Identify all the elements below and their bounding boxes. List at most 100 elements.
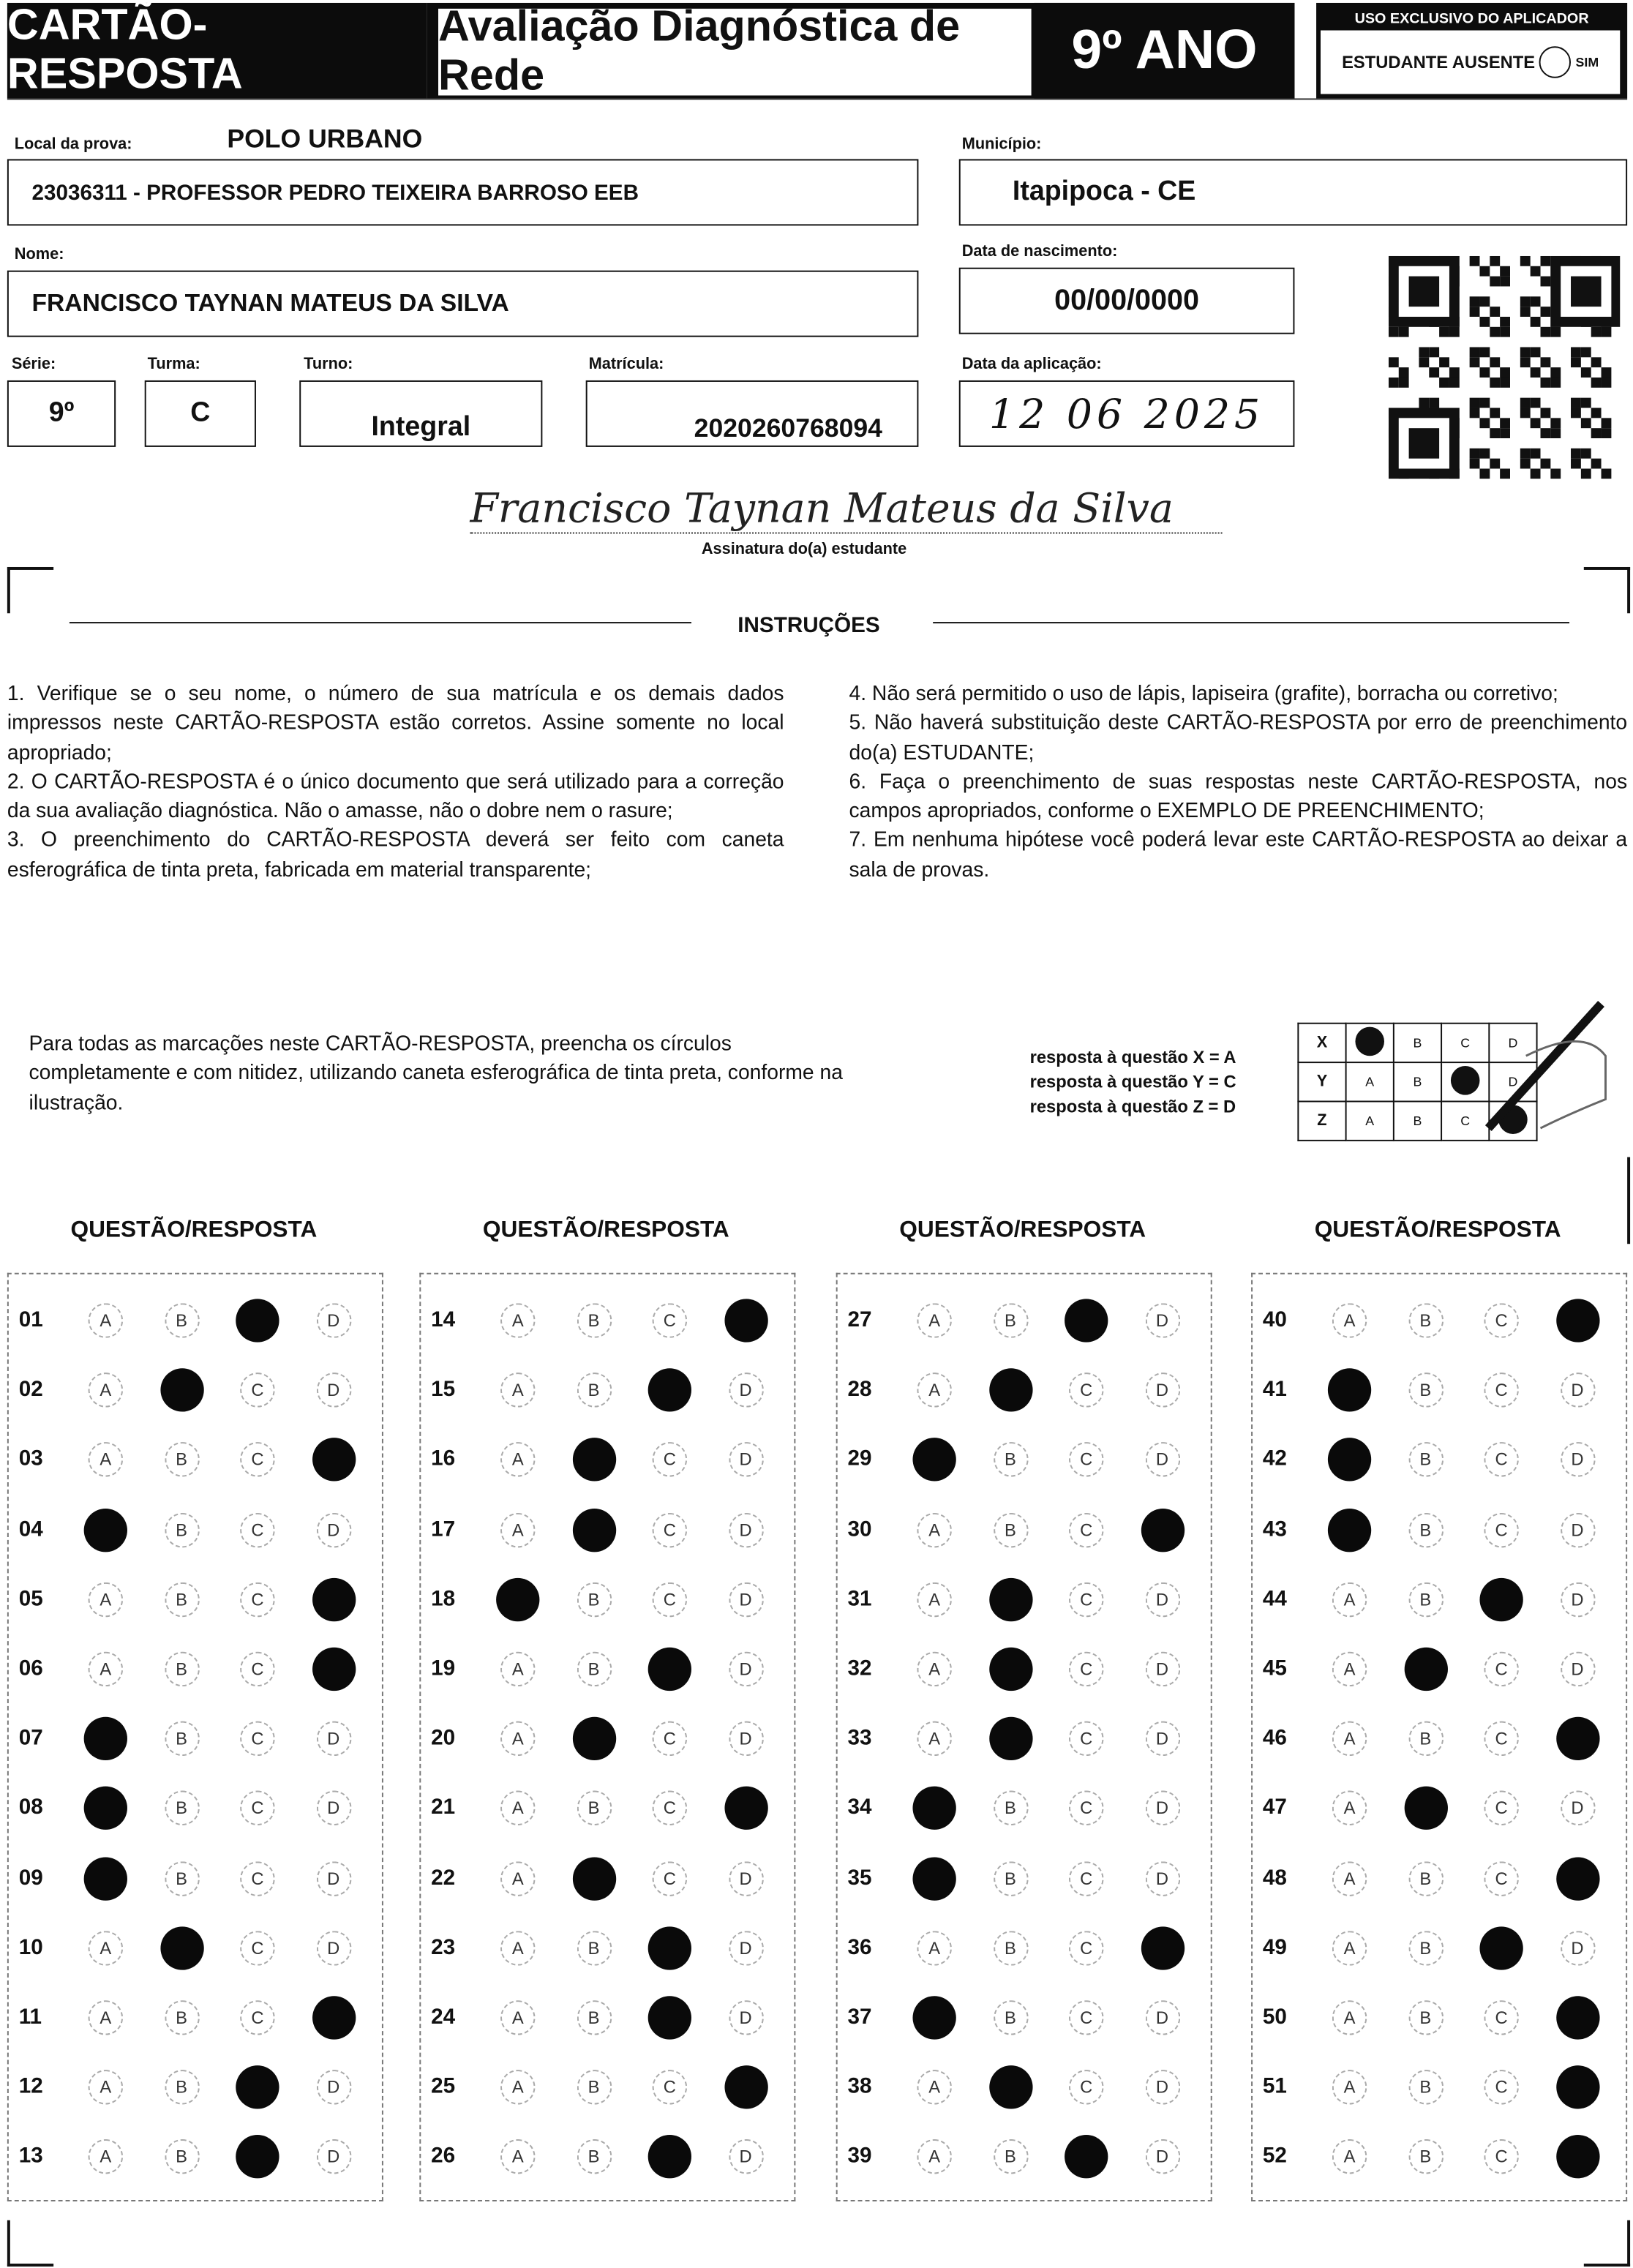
filled-bubble[interactable]: C xyxy=(236,2135,279,2179)
filled-bubble[interactable]: C xyxy=(1479,1577,1523,1621)
aplic-field[interactable]: 12 06 2025 xyxy=(958,380,1295,447)
answer-bubble[interactable]: A xyxy=(917,1512,952,1547)
answer-bubble[interactable]: A xyxy=(500,1303,536,1338)
answer-bubble[interactable]: C xyxy=(1069,2000,1104,2035)
filled-bubble[interactable]: C xyxy=(647,1996,692,2040)
filled-bubble[interactable]: D xyxy=(312,1577,356,1621)
answer-bubble[interactable]: B xyxy=(576,1373,612,1408)
answer-bubble[interactable]: D xyxy=(315,1721,351,1757)
answer-bubble[interactable]: C xyxy=(1069,1860,1104,1896)
answer-bubble[interactable]: D xyxy=(1144,2070,1180,2105)
answer-bubble[interactable]: B xyxy=(1408,2139,1444,2175)
answer-bubble[interactable]: C xyxy=(1069,1442,1104,1478)
answer-bubble[interactable]: B xyxy=(1408,1930,1444,1966)
answer-bubble[interactable]: C xyxy=(1484,2070,1519,2105)
answer-bubble[interactable]: D xyxy=(1144,1373,1180,1408)
answer-bubble[interactable]: A xyxy=(500,1651,536,1687)
filled-bubble[interactable]: C xyxy=(236,2065,279,2109)
answer-bubble[interactable]: C xyxy=(1484,1512,1519,1547)
answer-bubble[interactable]: D xyxy=(1560,1442,1595,1478)
answer-bubble[interactable]: D xyxy=(1560,1651,1595,1687)
filled-bubble[interactable]: A xyxy=(1327,1438,1372,1482)
filled-bubble[interactable]: D xyxy=(312,1996,356,2040)
answer-bubble[interactable]: B xyxy=(576,1303,612,1338)
answer-bubble[interactable]: A xyxy=(1332,2139,1367,2175)
answer-bubble[interactable]: C xyxy=(652,1791,688,1826)
answer-bubble[interactable]: A xyxy=(500,2139,536,2175)
answer-bubble[interactable]: B xyxy=(164,2000,199,2035)
answer-bubble[interactable]: C xyxy=(652,1860,688,1896)
answer-bubble[interactable]: C xyxy=(1069,1721,1104,1757)
answer-bubble[interactable]: C xyxy=(652,1303,688,1338)
answer-bubble[interactable]: A xyxy=(88,2139,124,2175)
answer-bubble[interactable]: C xyxy=(1484,1791,1519,1826)
answer-bubble[interactable]: A xyxy=(500,1512,536,1547)
answer-bubble[interactable]: B xyxy=(1408,1582,1444,1617)
answer-bubble[interactable]: A xyxy=(500,1860,536,1896)
answer-bubble[interactable]: D xyxy=(1144,1791,1180,1826)
answer-bubble[interactable]: D xyxy=(728,2139,763,2175)
filled-bubble[interactable]: A xyxy=(83,1508,127,1552)
answer-bubble[interactable]: A xyxy=(88,2000,124,2035)
filled-bubble[interactable]: B xyxy=(571,1508,616,1552)
answer-bubble[interactable]: D xyxy=(1144,1651,1180,1687)
answer-bubble[interactable]: A xyxy=(917,1651,952,1687)
answer-bubble[interactable]: A xyxy=(917,1303,952,1338)
filled-bubble[interactable]: C xyxy=(647,1926,692,1970)
answer-bubble[interactable]: A xyxy=(917,1582,952,1617)
filled-bubble[interactable]: D xyxy=(1555,2065,1599,2109)
filled-bubble[interactable]: C xyxy=(647,2135,692,2179)
filled-bubble[interactable]: A xyxy=(496,1577,540,1621)
answer-bubble[interactable]: C xyxy=(240,1582,275,1617)
answer-bubble[interactable]: D xyxy=(1560,1512,1595,1547)
answer-bubble[interactable]: D xyxy=(315,2070,351,2105)
answer-bubble[interactable]: D xyxy=(728,2000,763,2035)
answer-bubble[interactable]: C xyxy=(1069,1930,1104,1966)
filled-bubble[interactable]: C xyxy=(647,1647,692,1691)
answer-bubble[interactable]: A xyxy=(1332,1860,1367,1896)
filled-bubble[interactable]: B xyxy=(988,2065,1032,2109)
answer-bubble[interactable]: B xyxy=(993,1860,1028,1896)
answer-bubble[interactable]: A xyxy=(917,1373,952,1408)
filled-bubble[interactable]: A xyxy=(1327,1508,1372,1552)
answer-bubble[interactable]: D xyxy=(728,1930,763,1966)
answer-bubble[interactable]: A xyxy=(1332,2000,1367,2035)
answer-bubble[interactable]: B xyxy=(576,1930,612,1966)
answer-bubble[interactable]: D xyxy=(1560,1373,1595,1408)
answer-bubble[interactable]: C xyxy=(1069,1791,1104,1826)
filled-bubble[interactable]: D xyxy=(1555,1299,1599,1343)
filled-bubble[interactable]: A xyxy=(1327,1368,1372,1412)
answer-bubble[interactable]: A xyxy=(1332,1791,1367,1826)
answer-bubble[interactable]: C xyxy=(652,2070,688,2105)
filled-bubble[interactable]: D xyxy=(312,1438,356,1482)
filled-bubble[interactable]: C xyxy=(236,1299,279,1343)
answer-bubble[interactable]: D xyxy=(315,1860,351,1896)
answer-bubble[interactable]: B xyxy=(576,1582,612,1617)
answer-bubble[interactable]: B xyxy=(164,1721,199,1757)
answer-bubble[interactable]: D xyxy=(315,1791,351,1826)
answer-bubble[interactable]: B xyxy=(1408,2000,1444,2035)
answer-bubble[interactable]: B xyxy=(164,1791,199,1826)
answer-bubble[interactable]: B xyxy=(1408,1860,1444,1896)
answer-bubble[interactable]: C xyxy=(1484,1373,1519,1408)
answer-bubble[interactable]: C xyxy=(1484,1721,1519,1757)
answer-bubble[interactable]: A xyxy=(88,1303,124,1338)
answer-bubble[interactable]: A xyxy=(917,1930,952,1966)
answer-bubble[interactable]: C xyxy=(240,1651,275,1687)
answer-bubble[interactable]: C xyxy=(1069,1512,1104,1547)
answer-bubble[interactable]: C xyxy=(1484,1303,1519,1338)
answer-bubble[interactable]: A xyxy=(500,2070,536,2105)
filled-bubble[interactable]: C xyxy=(1065,2135,1108,2179)
answer-bubble[interactable]: A xyxy=(500,2000,536,2035)
answer-bubble[interactable]: A xyxy=(1332,2070,1367,2105)
answer-bubble[interactable]: B xyxy=(164,2139,199,2175)
answer-bubble[interactable]: C xyxy=(240,1860,275,1896)
answer-bubble[interactable]: A xyxy=(88,1930,124,1966)
answer-bubble[interactable]: B xyxy=(164,1860,199,1896)
answer-bubble[interactable]: D xyxy=(1560,1791,1595,1826)
answer-bubble[interactable]: D xyxy=(728,1651,763,1687)
filled-bubble[interactable]: D xyxy=(1555,1856,1599,1900)
answer-bubble[interactable]: C xyxy=(1484,2139,1519,2175)
answer-bubble[interactable]: D xyxy=(728,1860,763,1896)
answer-bubble[interactable]: D xyxy=(315,1930,351,1966)
